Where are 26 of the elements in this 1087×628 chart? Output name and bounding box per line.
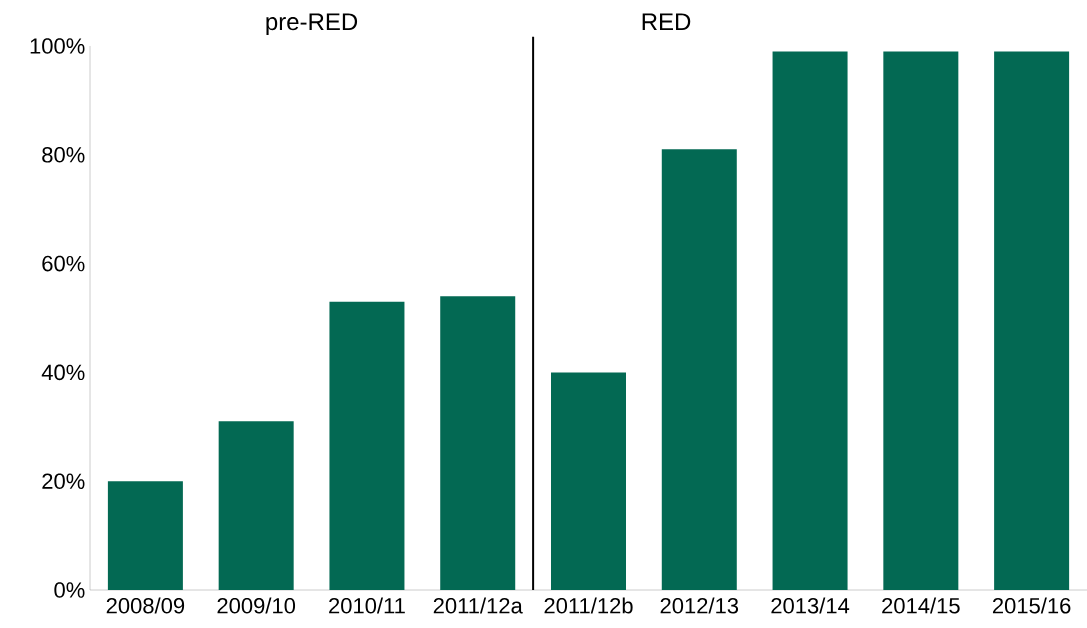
- y-tick-label: 80%: [42, 147, 85, 163]
- bar: [218, 421, 294, 590]
- x-tick-label: 2014/15: [882, 597, 960, 614]
- bar: [329, 301, 405, 590]
- x-tick-label: 2013/14: [771, 597, 850, 614]
- bar: [440, 296, 516, 590]
- y-tick-label: 20%: [42, 473, 85, 489]
- text: RED: [642, 13, 691, 30]
- x-tick-label: 2009/10: [217, 597, 296, 614]
- x-tick-label: 2010/11: [329, 597, 405, 614]
- x-tick-label: 2012/13: [660, 597, 739, 614]
- bar: [661, 149, 737, 590]
- x-tick-label: 2011/12b: [544, 597, 633, 614]
- bar: [772, 51, 848, 590]
- bar: [551, 372, 626, 590]
- y-tick-label: 60%: [42, 255, 85, 272]
- y-tick-label: 100%: [30, 38, 85, 54]
- bar: [107, 481, 183, 590]
- x-tick-label: 2011/12a: [433, 597, 523, 614]
- text: pre-RED: [266, 13, 358, 35]
- x-tick-label: 2015/16: [992, 597, 1071, 614]
- bar: [883, 51, 959, 590]
- y-tick-label: 40%: [41, 364, 85, 381]
- y-tick-label: 0%: [54, 582, 85, 598]
- bar: [994, 51, 1070, 590]
- x-tick-label: 2008/09: [106, 597, 185, 614]
